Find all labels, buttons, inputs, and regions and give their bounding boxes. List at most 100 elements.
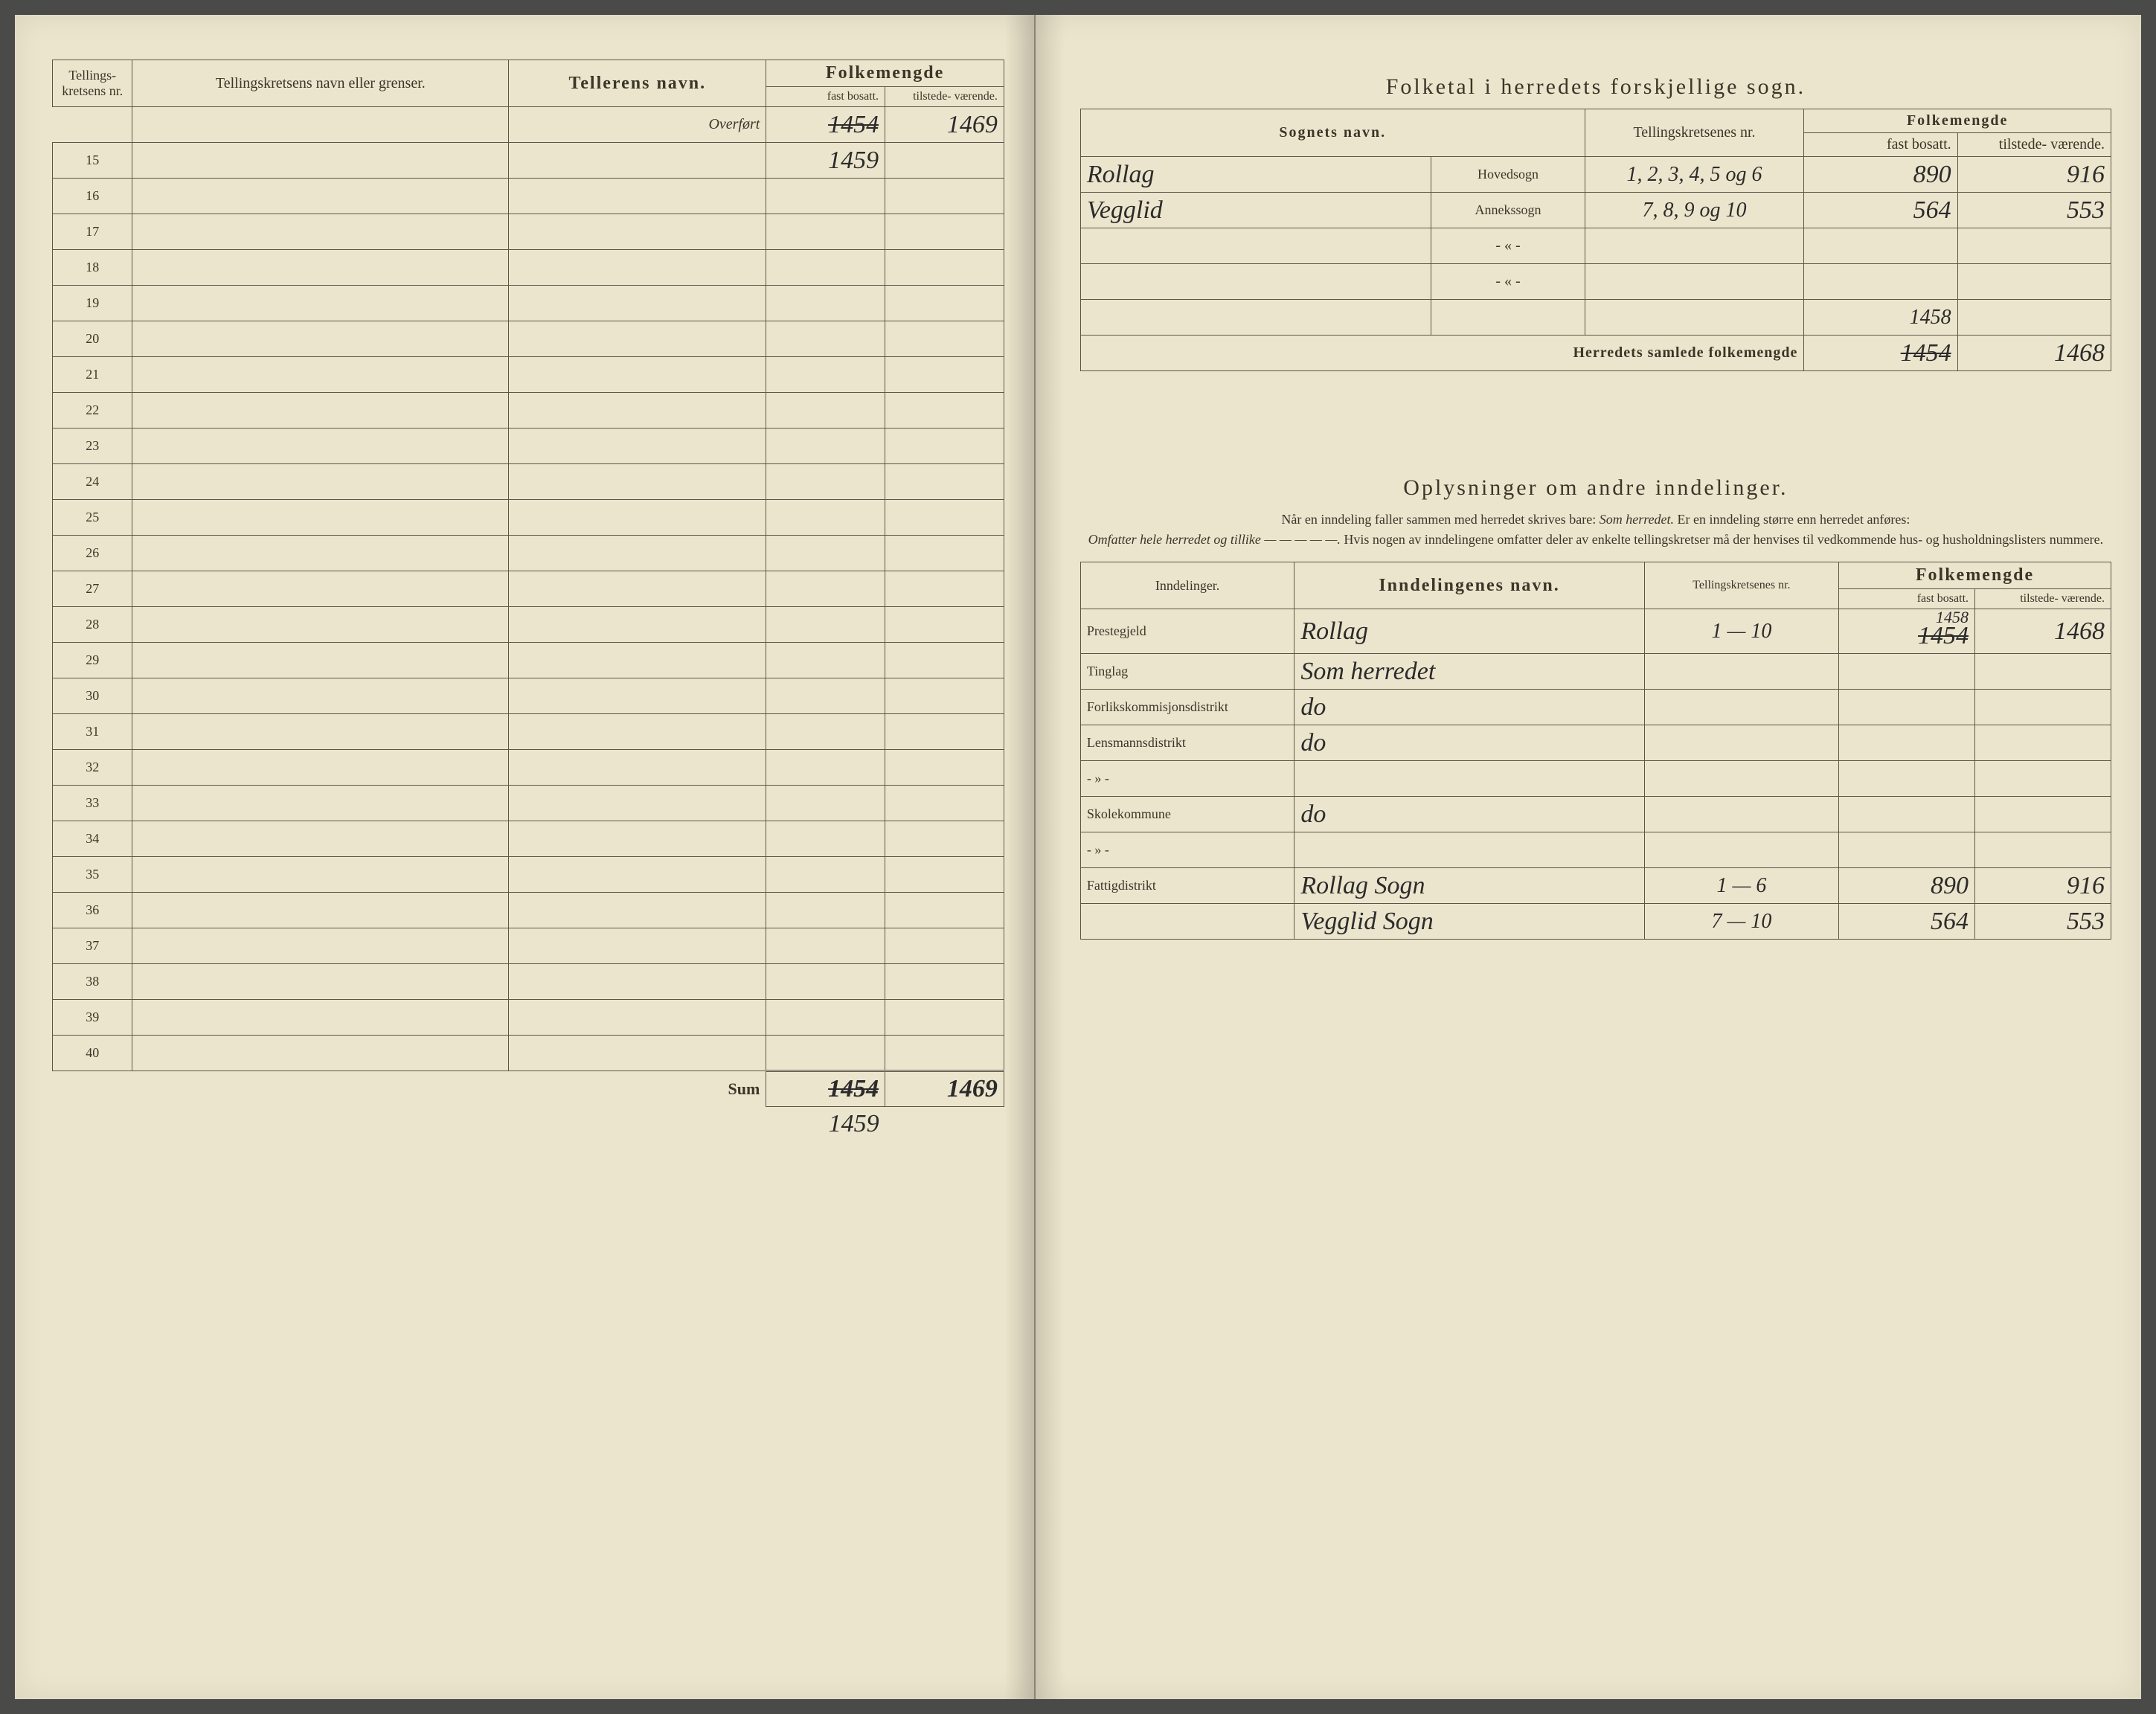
row-nr: 24: [53, 464, 132, 500]
table-row: 30: [53, 678, 1004, 714]
row-nr: 31: [53, 714, 132, 750]
inndel-fast: 14581454: [1839, 609, 1975, 654]
sum-label: Sum: [509, 1071, 766, 1107]
sogn-krets: 7, 8, 9 og 10: [1643, 199, 1747, 222]
hdr-fast: fast bosatt.: [766, 87, 885, 107]
inndel-tilstede: 916: [2067, 872, 2105, 899]
table-row: 32: [53, 750, 1004, 786]
inndel-fast: [1839, 690, 1975, 725]
sogn-navn: Rollag: [1087, 161, 1155, 188]
table-row: 22: [53, 393, 1004, 428]
row-nr: 37: [53, 928, 132, 964]
inndel-label: [1080, 904, 1294, 940]
extra-fast: 1458: [1910, 306, 1951, 329]
table-row: 20: [53, 321, 1004, 357]
inndel-row: Skolekommunedo: [1080, 797, 2111, 832]
table-row: 23: [53, 428, 1004, 464]
inndel-label: Prestegjeld: [1080, 609, 1294, 654]
sogn-fast: 890: [1913, 161, 1951, 188]
inndel-navn: do: [1300, 800, 1326, 828]
hdr-inndel-navn: Inndelingenes navn.: [1294, 562, 1644, 609]
sogn-tilstede: 553: [2067, 196, 2105, 224]
inndel-label: Skolekommune: [1080, 797, 1294, 832]
hdr-tilstede: tilstede- værende.: [885, 87, 1004, 107]
row-nr: 30: [53, 678, 132, 714]
inndel-fast: [1839, 832, 1975, 868]
table-row: 39: [53, 1000, 1004, 1036]
hdr-sogn: Sognets navn.: [1080, 109, 1585, 157]
hdr-krets: Tellingskretsenes nr.: [1585, 109, 1804, 157]
sogn-fast: 564: [1913, 196, 1951, 224]
samlede-tilstede: 1468: [2054, 339, 2105, 367]
row-nr: 35: [53, 857, 132, 893]
row-nr: 34: [53, 821, 132, 857]
sogn-tilstede: 916: [2067, 161, 2105, 188]
right-page: Folketal i herredets forskjellige sogn. …: [1036, 15, 2141, 1699]
row-nr: 33: [53, 786, 132, 821]
table-row: 26: [53, 536, 1004, 571]
sum-below-row: 1459: [53, 1107, 1004, 1142]
sogn-table: Sognets navn. Tellingskretsenes nr. Folk…: [1080, 109, 2111, 371]
row-nr: 18: [53, 250, 132, 286]
inndel-label: - » -: [1080, 761, 1294, 797]
spine-shadow: [1004, 15, 1034, 1699]
table-row: 16: [53, 179, 1004, 214]
hdr-inndel-folkemengde: Folkemengde: [1839, 562, 2111, 589]
table-row: 29: [53, 643, 1004, 678]
row-nr: 25: [53, 500, 132, 536]
inndel-krets: 7 — 10: [1711, 910, 1771, 933]
table-row: 34: [53, 821, 1004, 857]
row-nr: 27: [53, 571, 132, 607]
inndel-label: Tinglag: [1080, 654, 1294, 690]
inndel-row: Forlikskommisjonsdistriktdo: [1080, 690, 2111, 725]
table-row: 17: [53, 214, 1004, 250]
hdr-tilstede-r: tilstede- værende.: [1957, 133, 2111, 157]
inndel-navn: do: [1300, 693, 1326, 721]
row-nr: 17: [53, 214, 132, 250]
row-nr: 32: [53, 750, 132, 786]
row-nr: 21: [53, 357, 132, 393]
sogn-type: Annekssogn: [1431, 193, 1585, 228]
inndel-label: Forlikskommisjonsdistrikt: [1080, 690, 1294, 725]
sogn-row: Rollag Hovedsogn 1, 2, 3, 4, 5 og 6 890 916: [1080, 157, 2111, 193]
table-row: 40: [53, 1036, 1004, 1071]
sogn-krets: 1, 2, 3, 4, 5 og 6: [1627, 163, 1762, 186]
overfort-row: Overført 1454 1469: [53, 107, 1004, 143]
inndel-fast: [1839, 761, 1975, 797]
inndel-row: Vegglid Sogn7 — 10564553: [1080, 904, 2111, 940]
hdr-inndel-tilstede: tilstede- værende.: [1975, 589, 2111, 609]
hdr-folkemengde-r: Folkemengde: [1804, 109, 2111, 133]
table-row: 31: [53, 714, 1004, 750]
row-nr: 36: [53, 893, 132, 928]
samlede-row: Herredets samlede folkemengde 1454 1468: [1080, 336, 2111, 371]
sogn-type: Hovedsogn: [1431, 157, 1585, 193]
spine-shadow: [1036, 15, 1065, 1699]
note-text: Når en inndeling faller sammen med herre…: [1080, 510, 2111, 550]
inndel-row: - » -: [1080, 832, 2111, 868]
row-nr: 16: [53, 179, 132, 214]
inndel-navn: do: [1300, 729, 1326, 757]
hdr-inndel-krets: Tellingskretsenes nr.: [1644, 562, 1838, 609]
sum-fast: 1454: [828, 1075, 879, 1102]
inndel-navn: Som herredet: [1300, 658, 1435, 685]
sogn-tbody: Rollag Hovedsogn 1, 2, 3, 4, 5 og 6 890 916 V…: [1080, 157, 2111, 228]
inndel-row: - » -: [1080, 761, 2111, 797]
inndel-fast: [1839, 725, 1975, 761]
left-table: Tellings- kretsens nr. Tellingskretsens …: [52, 60, 1004, 1141]
inndel-table: Inndelinger. Inndelingenes navn. Telling…: [1080, 562, 2111, 940]
inndel-fast: [1839, 654, 1975, 690]
row15-fast: 1459: [828, 147, 879, 174]
sogn-navn: Vegglid: [1087, 196, 1163, 224]
table-row: 151459: [53, 143, 1004, 179]
table-row: 25: [53, 500, 1004, 536]
row-nr: 19: [53, 286, 132, 321]
row-nr: 22: [53, 393, 132, 428]
row-nr: 26: [53, 536, 132, 571]
inndel-label: - » -: [1080, 832, 1294, 868]
table-row: 37: [53, 928, 1004, 964]
title-oplysninger: Oplysninger om andre inndelinger.: [1080, 475, 2111, 501]
inndel-row: Lensmannsdistriktdo: [1080, 725, 2111, 761]
inndel-krets: 1 — 6: [1716, 874, 1766, 897]
overfort-label: Overført: [509, 107, 766, 143]
row-nr: 38: [53, 964, 132, 1000]
